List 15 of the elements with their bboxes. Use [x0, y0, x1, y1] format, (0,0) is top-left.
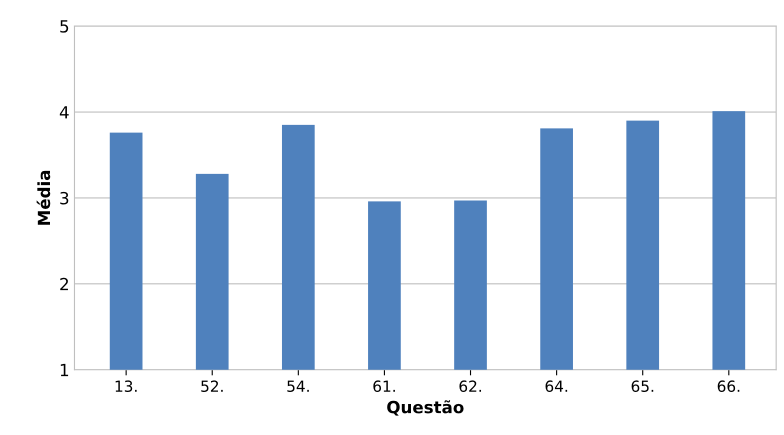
x-tick-label: 62. — [459, 380, 482, 392]
x-tick-label: 61. — [373, 380, 395, 392]
y-tick-label: 2 — [60, 278, 68, 290]
x-tick-label: 54. — [287, 380, 309, 392]
y-tick-label: 3 — [60, 192, 68, 204]
x-tick-label: 52. — [201, 380, 223, 392]
x-tick-label: 64. — [546, 380, 568, 392]
y-tick-label: 4 — [60, 106, 69, 118]
x-axis-title: Questão — [387, 400, 464, 416]
y-tick-label: 5 — [60, 20, 68, 33]
y-tick-label: 1 — [60, 364, 68, 376]
x-tick-label: 13. — [116, 380, 137, 392]
x-tick-label: 66. — [718, 380, 740, 392]
x-tick-label: 65. — [632, 380, 654, 392]
y-axis-title: Média — [36, 170, 50, 225]
